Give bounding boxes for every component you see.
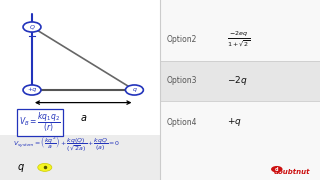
Bar: [0, 0, 160, 180]
Text: q: q: [18, 162, 24, 172]
Circle shape: [23, 22, 41, 32]
Text: d: d: [275, 167, 278, 172]
Text: doubtnut: doubtnut: [274, 169, 310, 175]
Text: Option4: Option4: [166, 118, 197, 127]
Bar: [160, 0, 320, 180]
Text: $V_B = \dfrac{kq_1 q_2}{(r)}$: $V_B = \dfrac{kq_1 q_2}{(r)}$: [19, 111, 61, 134]
Circle shape: [38, 163, 52, 171]
Bar: [160, 61, 320, 101]
Text: $+q$: $+q$: [227, 116, 242, 128]
Text: $V_{system} = \left(\dfrac{kq^2}{a}\right) + \dfrac{kq(Q)}{(\sqrt{2}a)} + \dfrac: $V_{system} = \left(\dfrac{kq^2}{a}\righ…: [13, 134, 120, 154]
Circle shape: [23, 85, 41, 95]
Text: Option2: Option2: [166, 35, 197, 44]
Bar: [0, 0, 160, 135]
Text: +q: +q: [28, 87, 36, 93]
Text: a: a: [80, 113, 86, 123]
Text: Q: Q: [29, 24, 35, 30]
Circle shape: [125, 85, 143, 95]
Text: $-2q$: $-2q$: [227, 75, 248, 87]
Circle shape: [271, 166, 283, 172]
Text: Option3: Option3: [166, 76, 197, 86]
Text: $\frac{-2eq}{1+\sqrt{2}}$: $\frac{-2eq}{1+\sqrt{2}}$: [227, 30, 251, 49]
Text: q: q: [132, 87, 136, 93]
